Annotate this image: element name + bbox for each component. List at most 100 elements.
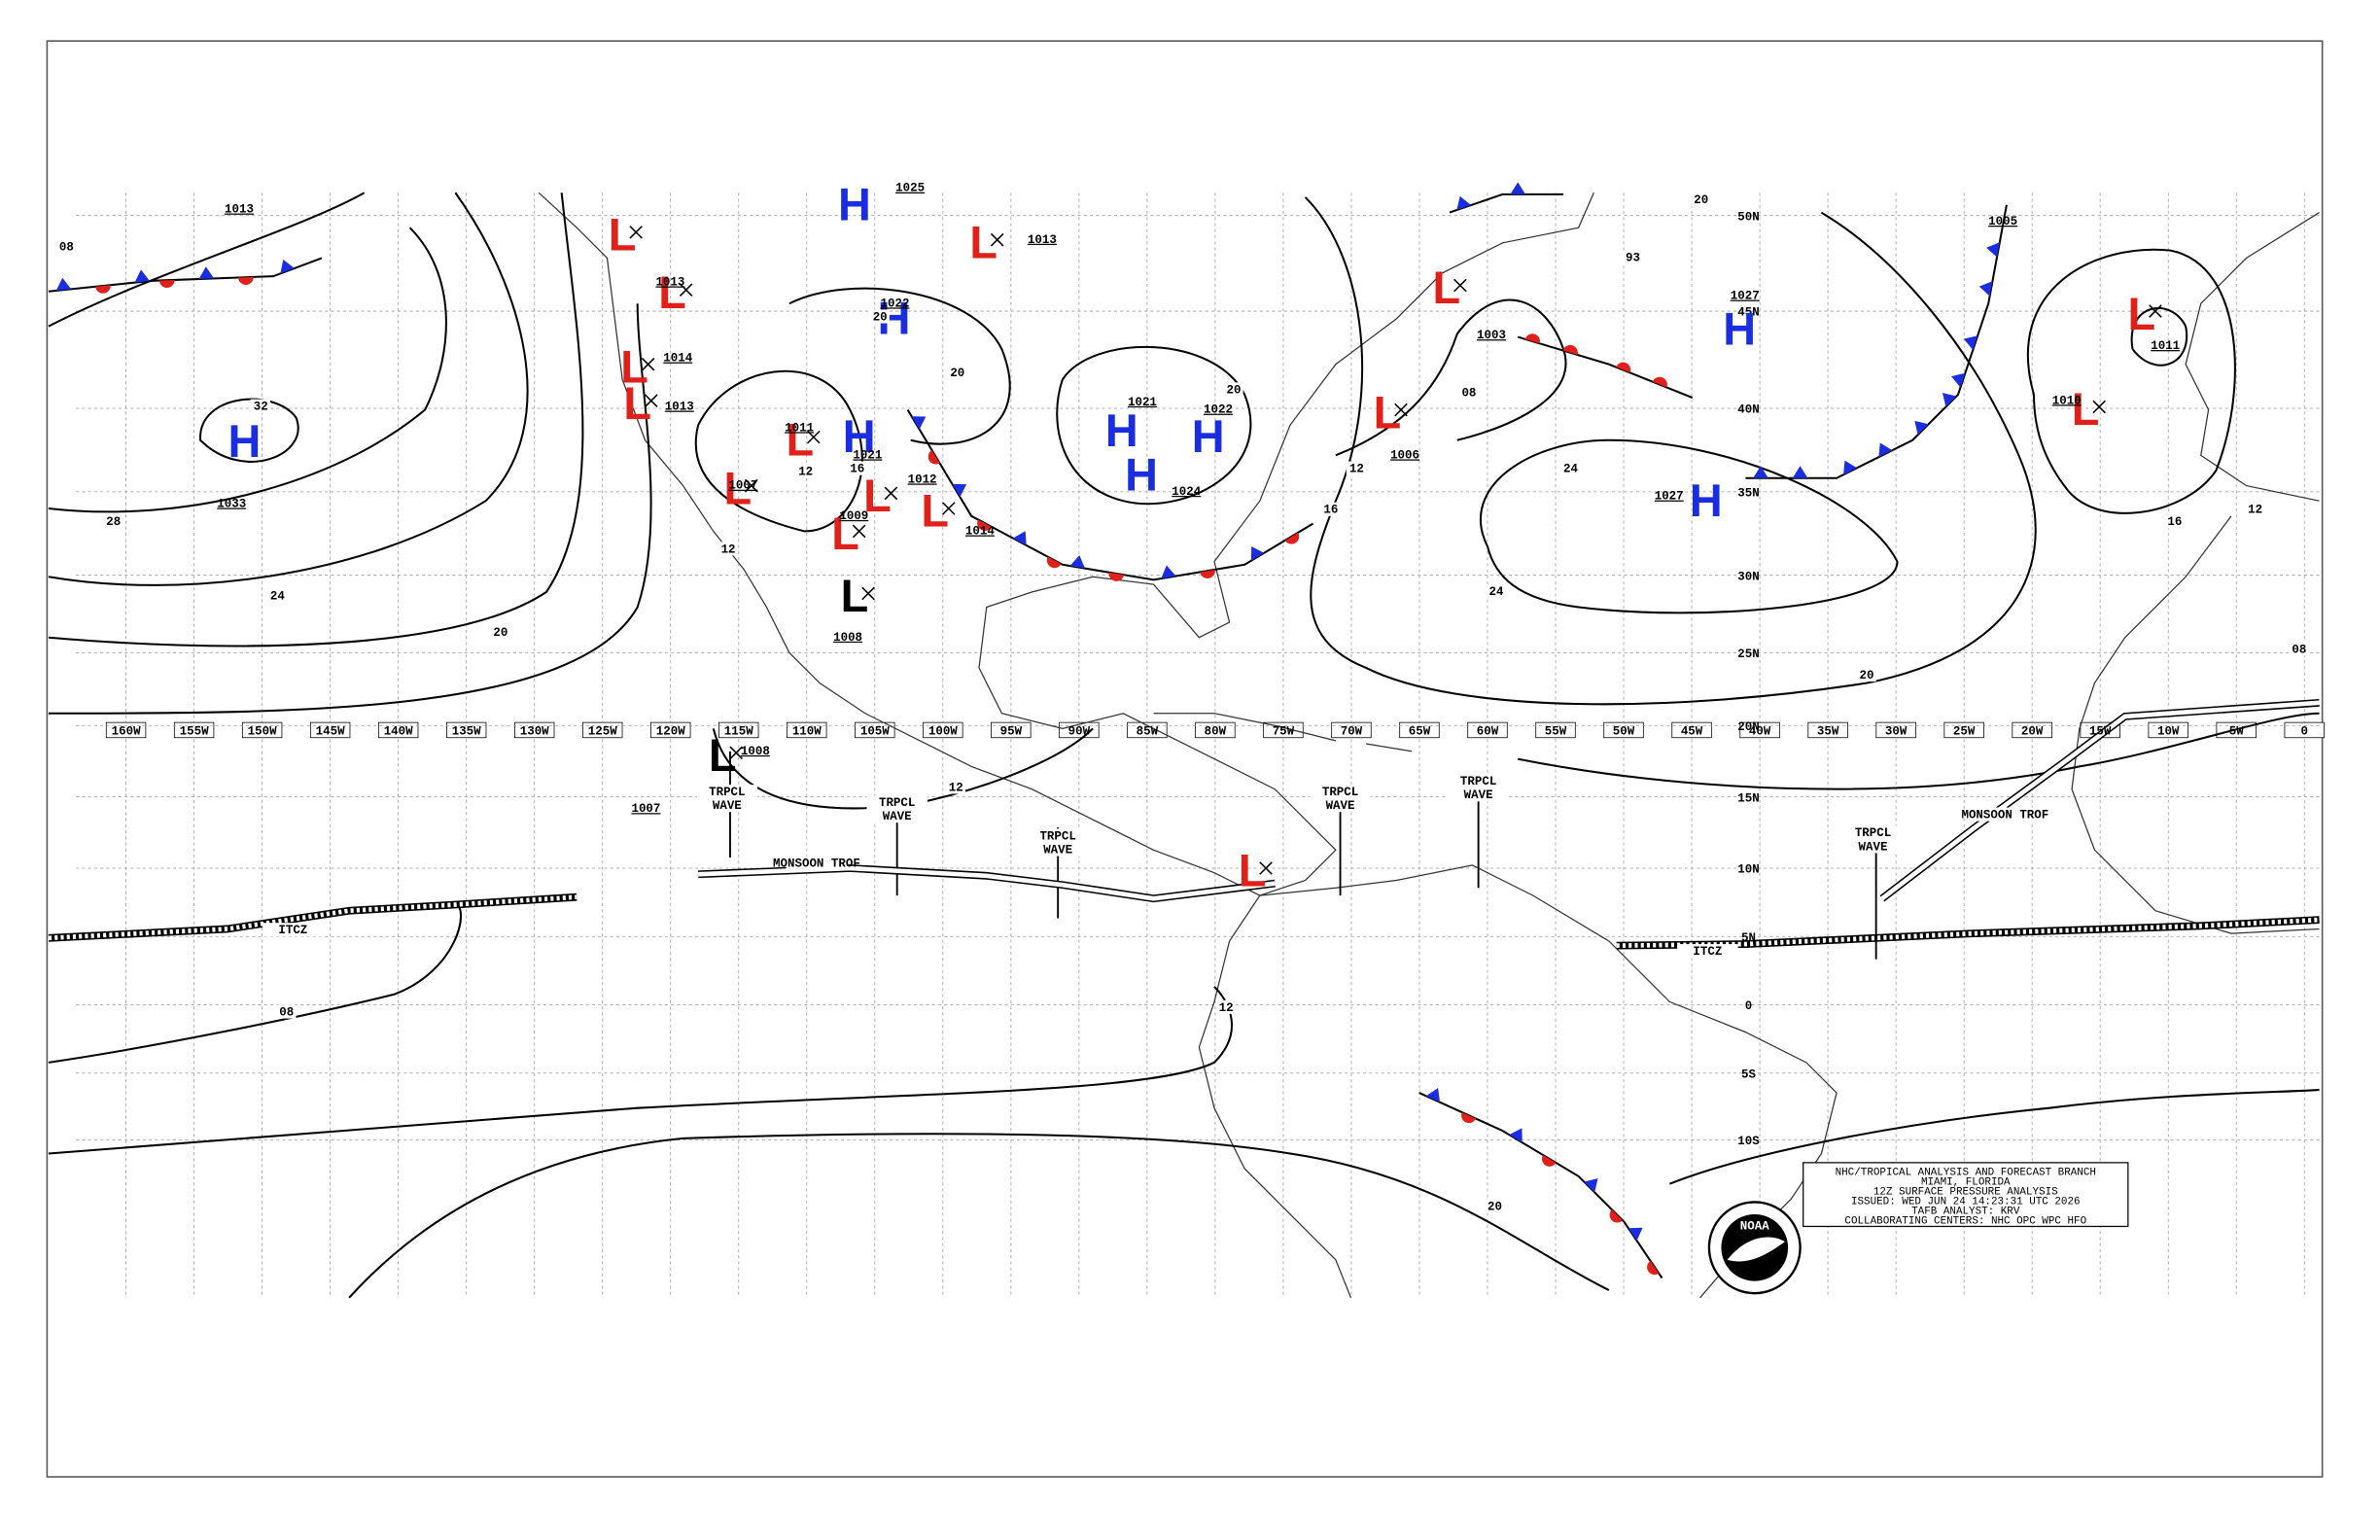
warm-front-pip xyxy=(977,519,992,531)
center-mark xyxy=(1453,278,1467,293)
cold-front-pip xyxy=(280,259,295,274)
feature-label: TRPCL xyxy=(879,796,915,810)
isobar-label-bg xyxy=(250,399,270,413)
isobar-label: 12 xyxy=(798,466,813,479)
longitude-label: 35W xyxy=(1817,725,1839,739)
longitude-label: 155W xyxy=(180,725,209,739)
isobar-label: 12 xyxy=(949,781,963,794)
isobar-label: 16 xyxy=(2167,515,2182,529)
warm-front-pip xyxy=(1284,532,1300,544)
lon-label-box xyxy=(1739,721,1780,739)
front-line xyxy=(1517,335,1694,399)
isobar-label-bg xyxy=(276,1004,297,1019)
latitude-label: 25N xyxy=(1737,648,1759,661)
warm-front-pip xyxy=(238,276,254,286)
lon-label-box xyxy=(1807,721,1848,739)
pressure-value: 1022 xyxy=(1204,403,1233,417)
noaa-logo: NOAA xyxy=(1707,1201,1802,1295)
feature-label: WAVE xyxy=(1326,799,1355,813)
lon-label-box xyxy=(1127,721,1168,739)
longitude-label: 15W xyxy=(2089,725,2112,739)
latitude-label: 5S xyxy=(1741,1068,1756,1081)
lon-label-box xyxy=(991,721,1032,739)
center-mark xyxy=(941,502,956,515)
pressure-value: 1006 xyxy=(1390,448,1419,462)
longitude-label: 160W xyxy=(112,725,141,739)
isobar-label-bg xyxy=(945,780,965,794)
pressure-center-symbol: L xyxy=(623,378,651,429)
info-line: MIAMI, FLORIDA xyxy=(1921,1176,2011,1188)
latitude-label: 20N xyxy=(1737,720,1759,734)
pressure-value: 1008 xyxy=(833,631,862,645)
longitude-label: 80W xyxy=(1205,725,1227,739)
longitude-label: 135W xyxy=(452,725,481,739)
isobar xyxy=(48,192,529,586)
pressure-center-symbol: L xyxy=(1239,846,1267,896)
longitude-label: 65W xyxy=(1409,725,1431,739)
longitude-label: 105W xyxy=(860,725,890,739)
pressure-center-symbol: L xyxy=(1433,262,1461,313)
longitude-label: 10W xyxy=(2157,725,2180,739)
latitude-label: 45N xyxy=(1737,306,1759,320)
isobar-label: 20 xyxy=(493,626,508,640)
info-line: COLLABORATING CENTERS: NHC OPC WPC HFO xyxy=(1844,1215,2086,1227)
cold-front-pip xyxy=(1509,1128,1522,1143)
isobar xyxy=(48,192,584,648)
isobar-label: 08 xyxy=(279,1005,294,1019)
isobar xyxy=(2027,248,2236,514)
pressure-value: 1021 xyxy=(853,448,882,462)
isobar-label-bg xyxy=(1346,461,1367,475)
pressure-value: 1013 xyxy=(665,401,694,414)
latitude-label: 50N xyxy=(1737,210,1759,224)
latitude-label: 15N xyxy=(1737,791,1759,805)
south-america-coast xyxy=(1198,864,1838,1299)
cold-front-pip xyxy=(1250,546,1265,561)
cold-front-pip xyxy=(1069,555,1085,569)
center-mark xyxy=(641,357,655,371)
pressure-label: 1007 xyxy=(631,802,660,816)
isobar-label-bg xyxy=(55,239,77,254)
pressure-center-symbol: L xyxy=(863,471,892,521)
feature-label-bg xyxy=(262,923,324,937)
longitude-label: 145W xyxy=(316,725,345,739)
pressure-center-symbol: H xyxy=(838,179,871,229)
monsoon-trough-inner xyxy=(1880,700,2320,901)
center-mark xyxy=(2092,400,2106,414)
cold-front-pip xyxy=(1161,565,1176,579)
isobar-label-bg xyxy=(103,514,123,529)
cold-front-pip xyxy=(1584,1178,1598,1193)
center-mark xyxy=(861,586,875,601)
cold-front-pip xyxy=(952,483,967,498)
longitude-label: 40W xyxy=(1749,725,1771,739)
pressure-value: 1013 xyxy=(1028,233,1057,247)
isobar xyxy=(788,287,1011,445)
feature-label: MONSOON TROF xyxy=(773,857,860,870)
isobar-label: 20 xyxy=(1694,193,1708,207)
longitude-label: 110W xyxy=(792,725,822,739)
isobar-label: 08 xyxy=(59,241,74,255)
front-line xyxy=(906,409,1313,581)
warm-front-pip xyxy=(1616,362,1631,373)
lon-label-box xyxy=(855,721,895,739)
center-mark xyxy=(990,232,1004,247)
pressure-value: 1007 xyxy=(728,479,757,493)
feature-label-bg xyxy=(1310,798,1371,813)
pressure-center-symbol: H xyxy=(1723,303,1756,354)
isobar-label-bg xyxy=(1215,999,1236,1014)
lon-label-box xyxy=(309,721,351,739)
feature-label-bg xyxy=(1842,839,1904,854)
center-mark xyxy=(679,283,693,297)
feature-label: WAVE xyxy=(713,799,742,813)
longitude-label: 55W xyxy=(1545,725,1567,739)
pressure-value: 1027 xyxy=(1655,490,1684,504)
pressure-value: 1014 xyxy=(663,352,692,366)
isobar xyxy=(199,398,299,463)
isobar-label: 28 xyxy=(106,515,121,529)
lon-label-box xyxy=(1467,721,1508,739)
isobar xyxy=(1056,346,1252,506)
longitude-label: 50W xyxy=(1613,725,1635,739)
isobar-label: 93 xyxy=(1626,252,1640,265)
warm-front-pip xyxy=(928,450,940,465)
pressure-center-symbol: H xyxy=(1192,411,1225,462)
